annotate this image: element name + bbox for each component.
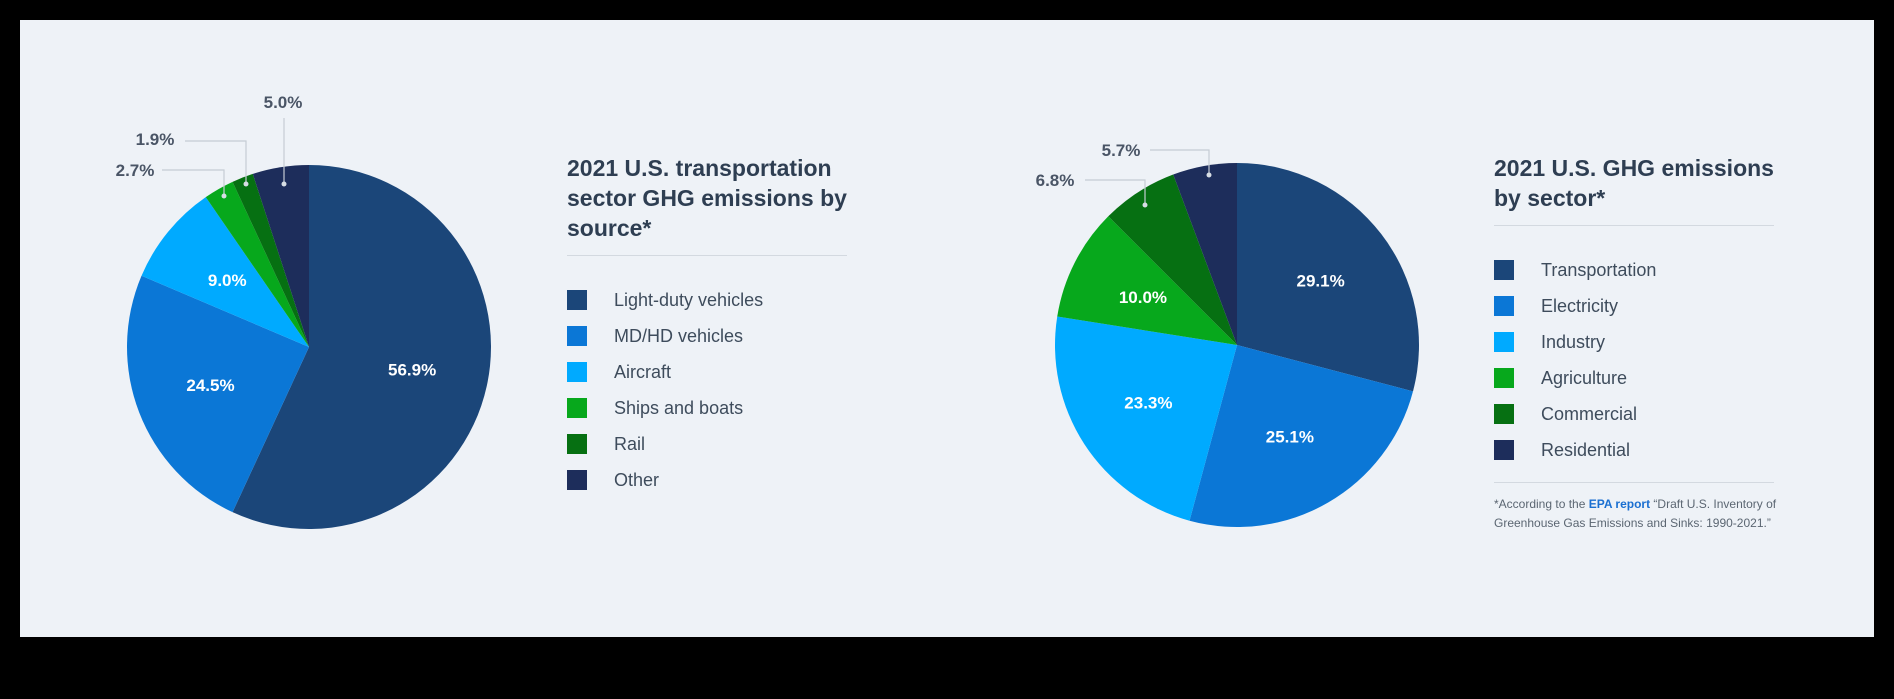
pie-slice: [1237, 163, 1419, 392]
legend-label: Electricity: [1541, 295, 1619, 316]
data-label: 9.0%: [208, 271, 247, 290]
data-label: 24.5%: [186, 376, 234, 395]
pie-slice: [126, 275, 309, 513]
data-label: 6.8%: [1036, 171, 1075, 190]
legend-item: Rail: [567, 426, 897, 462]
pie-slice: [1108, 174, 1237, 345]
data-label: 5.7%: [1102, 141, 1141, 160]
pie-slice: [1055, 316, 1237, 521]
legend-swatch: [567, 434, 587, 454]
legend-swatch: [567, 470, 587, 490]
data-label: 29.1%: [1297, 272, 1345, 291]
epa-report-link[interactable]: EPA report: [1588, 497, 1651, 511]
footnote-text: *According to the: [1494, 497, 1589, 511]
data-label: 10.0%: [1119, 288, 1167, 307]
data-label: 2.7%: [116, 161, 155, 180]
legend-item: Industry: [1494, 324, 1794, 360]
legend-transportation: 2021 U.S. transportation sector GHG emis…: [567, 153, 897, 498]
legend-label: Rail: [614, 433, 646, 454]
data-label: 56.9%: [388, 361, 436, 380]
pie-1: 29.1% 25.1% 23.3% 10.0% 6.8% 5.7%: [1036, 141, 1419, 527]
legend-label: Commercial: [1541, 403, 1638, 424]
legend-label: Industry: [1541, 331, 1606, 352]
pie-slice: [232, 173, 309, 347]
legend-swatch: [1494, 332, 1514, 352]
pie-slice: [232, 165, 492, 529]
legend-swatch: [1494, 260, 1514, 280]
legend-sector: 2021 U.S. GHG emissions by sector* Trans…: [1494, 153, 1794, 533]
leader-dot: [281, 181, 287, 187]
divider: [1494, 225, 1774, 226]
legend-swatch: [567, 362, 587, 382]
legend-item: Aircraft: [567, 354, 897, 390]
leader-dot: [243, 181, 249, 187]
legend-swatch: [1494, 404, 1514, 424]
divider: [1494, 482, 1774, 483]
data-label: 1.9%: [136, 130, 175, 149]
legend-item: Electricity: [1494, 288, 1794, 324]
leader-dot: [1142, 202, 1148, 208]
legend-swatch: [567, 290, 587, 310]
legend-label: Other: [614, 469, 660, 490]
pie-slice: [1173, 163, 1237, 345]
legend-swatch: [1494, 296, 1514, 316]
legend-swatch: [1494, 440, 1514, 460]
data-label: 23.3%: [1124, 393, 1172, 412]
pie-slice: [252, 165, 309, 347]
legend-item: MD/HD vehicles: [567, 318, 897, 354]
pie-slice: [205, 181, 309, 347]
chart-title: 2021 U.S. GHG emissions by sector*: [1494, 155, 1774, 211]
divider: [567, 255, 847, 256]
legend-label: Aircraft: [614, 361, 672, 382]
legend-item: Other: [567, 462, 897, 498]
legend-swatch: [567, 326, 587, 346]
legend-swatch: [1494, 368, 1514, 388]
leader-dot: [221, 193, 227, 199]
legend-label: Agriculture: [1541, 367, 1628, 388]
legend-label: Transportation: [1541, 259, 1657, 280]
leader-line: [185, 140, 247, 184]
legend-item: Agriculture: [1494, 360, 1794, 396]
footnote-source: “Draft U.S. Inventory of Greenhouse Gas …: [1494, 497, 1777, 530]
leader-line: [1085, 179, 1146, 205]
legend-label: Ships and boats: [614, 397, 744, 418]
pie-slice: [1189, 345, 1413, 527]
legend-label: Light-duty vehicles: [614, 289, 764, 310]
pie-slice: [1057, 216, 1237, 345]
legend-item: Transportation: [1494, 252, 1794, 288]
legend-label: MD/HD vehicles: [614, 325, 744, 346]
legend-label: Residential: [1541, 439, 1631, 460]
pie-0: 56.9% 24.5% 9.0% 2.7% 1.9% 5.0%: [116, 93, 492, 529]
legend-item: Ships and boats: [567, 390, 897, 426]
leader-line: [162, 169, 225, 196]
leader-line: [1150, 149, 1210, 175]
legend-item: Residential: [1494, 432, 1794, 468]
legend-item: Light-duty vehicles: [567, 282, 897, 318]
chart-title: 2021 U.S. transportation sector GHG emis…: [567, 155, 847, 241]
data-label: 25.1%: [1266, 427, 1314, 446]
pie-slice: [141, 197, 309, 347]
leader-dot: [1206, 172, 1212, 178]
legend-swatch: [567, 398, 587, 418]
footnote: *According to the EPA report “Draft U.S.…: [1494, 495, 1794, 533]
legend-item: Commercial: [1494, 396, 1794, 432]
data-label: 5.0%: [264, 93, 303, 112]
